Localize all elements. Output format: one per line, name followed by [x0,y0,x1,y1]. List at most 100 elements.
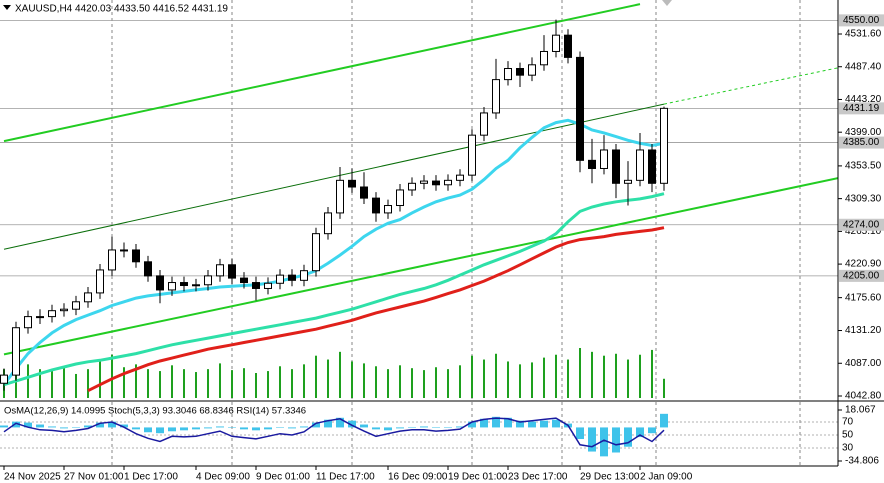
volume-bar [279,366,281,398]
volume-bar [651,349,653,398]
menu-icon[interactable] [3,5,11,10]
candle-body [648,149,656,184]
osma-bar [660,413,668,428]
x-tick-label: 11 Dec 17:00 [316,472,375,483]
osma-bar [360,424,368,428]
level-box [839,14,884,27]
main-pane [0,3,838,398]
candle-body [420,180,428,184]
candle-body [600,149,608,169]
osma-bar [36,424,44,428]
candle-body [336,179,344,214]
volume-bar [603,355,605,398]
volume-bar [639,354,641,398]
volume-bar [411,368,413,398]
osma-bar [96,422,104,428]
volume-bar [123,367,125,398]
candle-body [660,107,668,184]
candle-body [576,56,584,161]
y-tick-label: 4087.00 [845,358,882,369]
osma-bar [636,427,644,438]
level-label: 4385.00 [843,137,880,148]
osma-bar [12,421,20,428]
osma-bar [456,426,464,428]
osma-bar [144,427,152,433]
candle-body [60,308,68,312]
candle-body [24,316,32,329]
volume-bar [519,364,521,398]
candle-body [288,274,296,281]
rsi-line [3,417,665,448]
volume-bar [195,372,197,398]
candle-body [456,174,464,181]
candle-body [12,327,20,376]
moving-average [2,118,665,386]
candle-body [0,374,8,384]
candle-body [108,249,116,271]
grid-layer [0,0,838,466]
volume-bar [495,353,497,398]
indicator-y2-tick-label: 18.067 [845,405,876,416]
candle-body [612,149,620,184]
osma-bar [336,417,344,428]
candle-body [372,197,380,214]
level-box [839,136,884,149]
candle-body [192,284,200,287]
osma-bar [540,420,548,428]
candle-body [84,292,92,303]
axis-layer: 4531.60 4487.40 4443.20 4399.00 4353.50 4309.… [3,14,884,483]
x-tick-label: 23 Dec 17:00 [508,472,568,483]
candle-body [240,277,248,284]
candle-body [36,316,44,319]
osma-bar [168,427,176,432]
volume-bar [663,378,665,398]
volume-bar [555,354,557,398]
volume-bar [243,368,245,398]
candle-body [120,249,128,252]
osma-bar [108,421,116,428]
y-tick-label: 4487.40 [845,61,882,72]
osma-bar [648,427,656,434]
candle-body [492,79,500,114]
level-box [839,102,884,115]
candle-body [540,50,548,66]
osma-bar [192,427,200,430]
volume-bar [435,367,437,398]
y-tick-label: 4265.10 [845,226,882,237]
candle-body [96,269,104,294]
osma-bar [612,427,620,453]
volume-bar [471,355,473,398]
moving-average [3,192,665,387]
osma-bar [588,427,596,452]
candle-body [396,189,404,207]
volume-bar [387,369,389,398]
volume-bar [579,348,581,398]
volume-bar [375,366,377,398]
candle-body [360,186,368,199]
volume-bar [267,371,269,398]
osma-bar [72,427,80,428]
osma-bar [240,427,248,430]
candle-body [444,179,452,186]
volume-bar [543,357,545,398]
y-tick-label: 4443.20 [845,94,882,105]
volume-bar [339,351,341,398]
osma-bar [444,427,452,428]
osma-bar [420,426,428,428]
y-tick-label: 4309.30 [845,193,882,204]
volume-bar [63,366,65,398]
volume-bar [507,361,509,398]
candle-body [228,264,236,279]
x-tick-label: 9 Dec 01:00 [256,472,310,483]
indicator-tick-label: 50 [842,430,854,441]
osma-bar [480,418,488,428]
moving-average [87,226,665,393]
osma-bar [216,426,224,428]
volume-bar [315,355,317,398]
candle-body [252,282,260,289]
osma-bar [432,427,440,428]
chart-title: XAUUSD,H4 4420.03 4433.50 4416.52 4431.1… [15,4,228,15]
volume-bar [351,361,353,398]
